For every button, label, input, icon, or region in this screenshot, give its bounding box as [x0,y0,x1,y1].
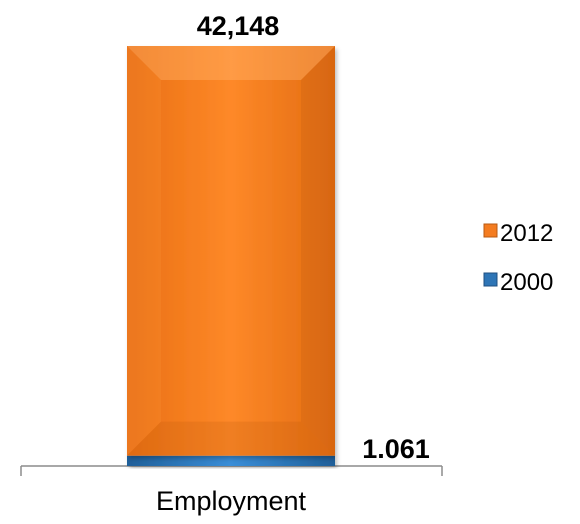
legend: 2012 2000 [483,220,553,296]
legend-label-2012: 2012 [500,220,553,247]
data-label-2012-employment: 42,148 [197,11,280,41]
bar-2000-employment [127,455,335,466]
legend-item-2000: 2000 [483,269,553,296]
data-labels-layer: 42,148 1.061 [197,11,430,464]
legend-swatch-2012 [483,223,498,238]
bar-2012-bottom-bevel [127,421,335,456]
bars-layer [127,46,335,466]
legend-item-2012: 2012 [483,220,553,247]
axis-layer: Employment [20,465,443,516]
bar-2012-employment [127,46,335,456]
x-tick-label-employment: Employment [156,486,307,516]
bar-2012-face [161,80,301,422]
bar-2012-right-bevel [301,46,335,456]
data-label-2000-employment: 1.061 [362,434,430,464]
bar-2012-left-bevel [127,46,161,456]
legend-swatch-2000 [483,272,498,287]
bar-2012-top-bevel [127,46,335,80]
legend-label-2000: 2000 [500,269,553,296]
